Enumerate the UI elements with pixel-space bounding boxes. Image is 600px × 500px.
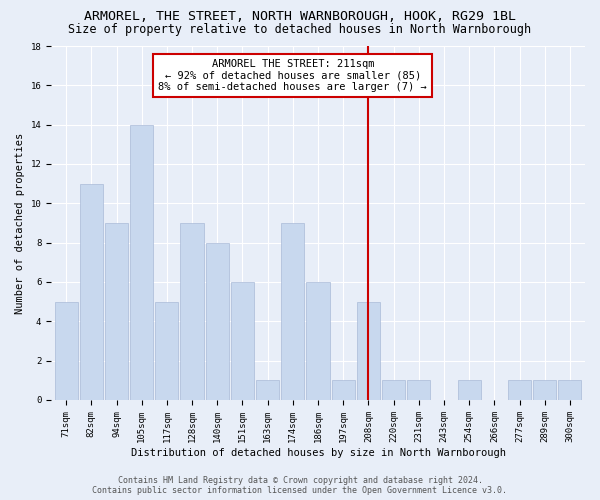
Bar <box>281 223 304 400</box>
Bar <box>256 380 279 400</box>
Bar <box>382 380 405 400</box>
Bar <box>407 380 430 400</box>
Bar <box>105 223 128 400</box>
X-axis label: Distribution of detached houses by size in North Warnborough: Distribution of detached houses by size … <box>131 448 506 458</box>
Bar <box>181 223 203 400</box>
Text: Contains HM Land Registry data © Crown copyright and database right 2024.
Contai: Contains HM Land Registry data © Crown c… <box>92 476 508 495</box>
Bar <box>508 380 531 400</box>
Text: ARMOREL, THE STREET, NORTH WARNBOROUGH, HOOK, RG29 1BL: ARMOREL, THE STREET, NORTH WARNBOROUGH, … <box>84 10 516 23</box>
Text: Size of property relative to detached houses in North Warnborough: Size of property relative to detached ho… <box>68 22 532 36</box>
Bar <box>533 380 556 400</box>
Bar <box>458 380 481 400</box>
Bar <box>231 282 254 400</box>
Bar <box>130 124 153 400</box>
Bar <box>357 302 380 400</box>
Bar <box>307 282 329 400</box>
Bar <box>559 380 581 400</box>
Y-axis label: Number of detached properties: Number of detached properties <box>15 132 25 314</box>
Bar <box>80 184 103 400</box>
Bar <box>332 380 355 400</box>
Bar <box>206 242 229 400</box>
Text: ARMOREL THE STREET: 211sqm
← 92% of detached houses are smaller (85)
8% of semi-: ARMOREL THE STREET: 211sqm ← 92% of deta… <box>158 59 427 92</box>
Bar <box>55 302 78 400</box>
Bar <box>155 302 178 400</box>
